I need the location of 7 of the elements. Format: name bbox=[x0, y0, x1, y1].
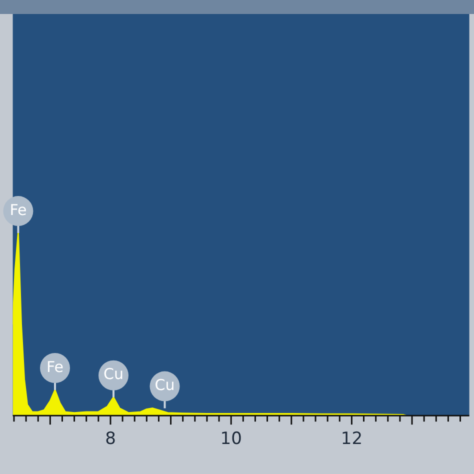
x-tick-label: 12 bbox=[340, 429, 363, 450]
annotation: Cu bbox=[154, 376, 175, 394]
x-tick-label: 8 bbox=[105, 429, 116, 450]
annotation: Cu bbox=[104, 365, 124, 384]
annotation: Fe bbox=[46, 358, 64, 376]
annotation: Fe bbox=[10, 200, 27, 219]
x-tick-label: 10 bbox=[220, 429, 242, 450]
